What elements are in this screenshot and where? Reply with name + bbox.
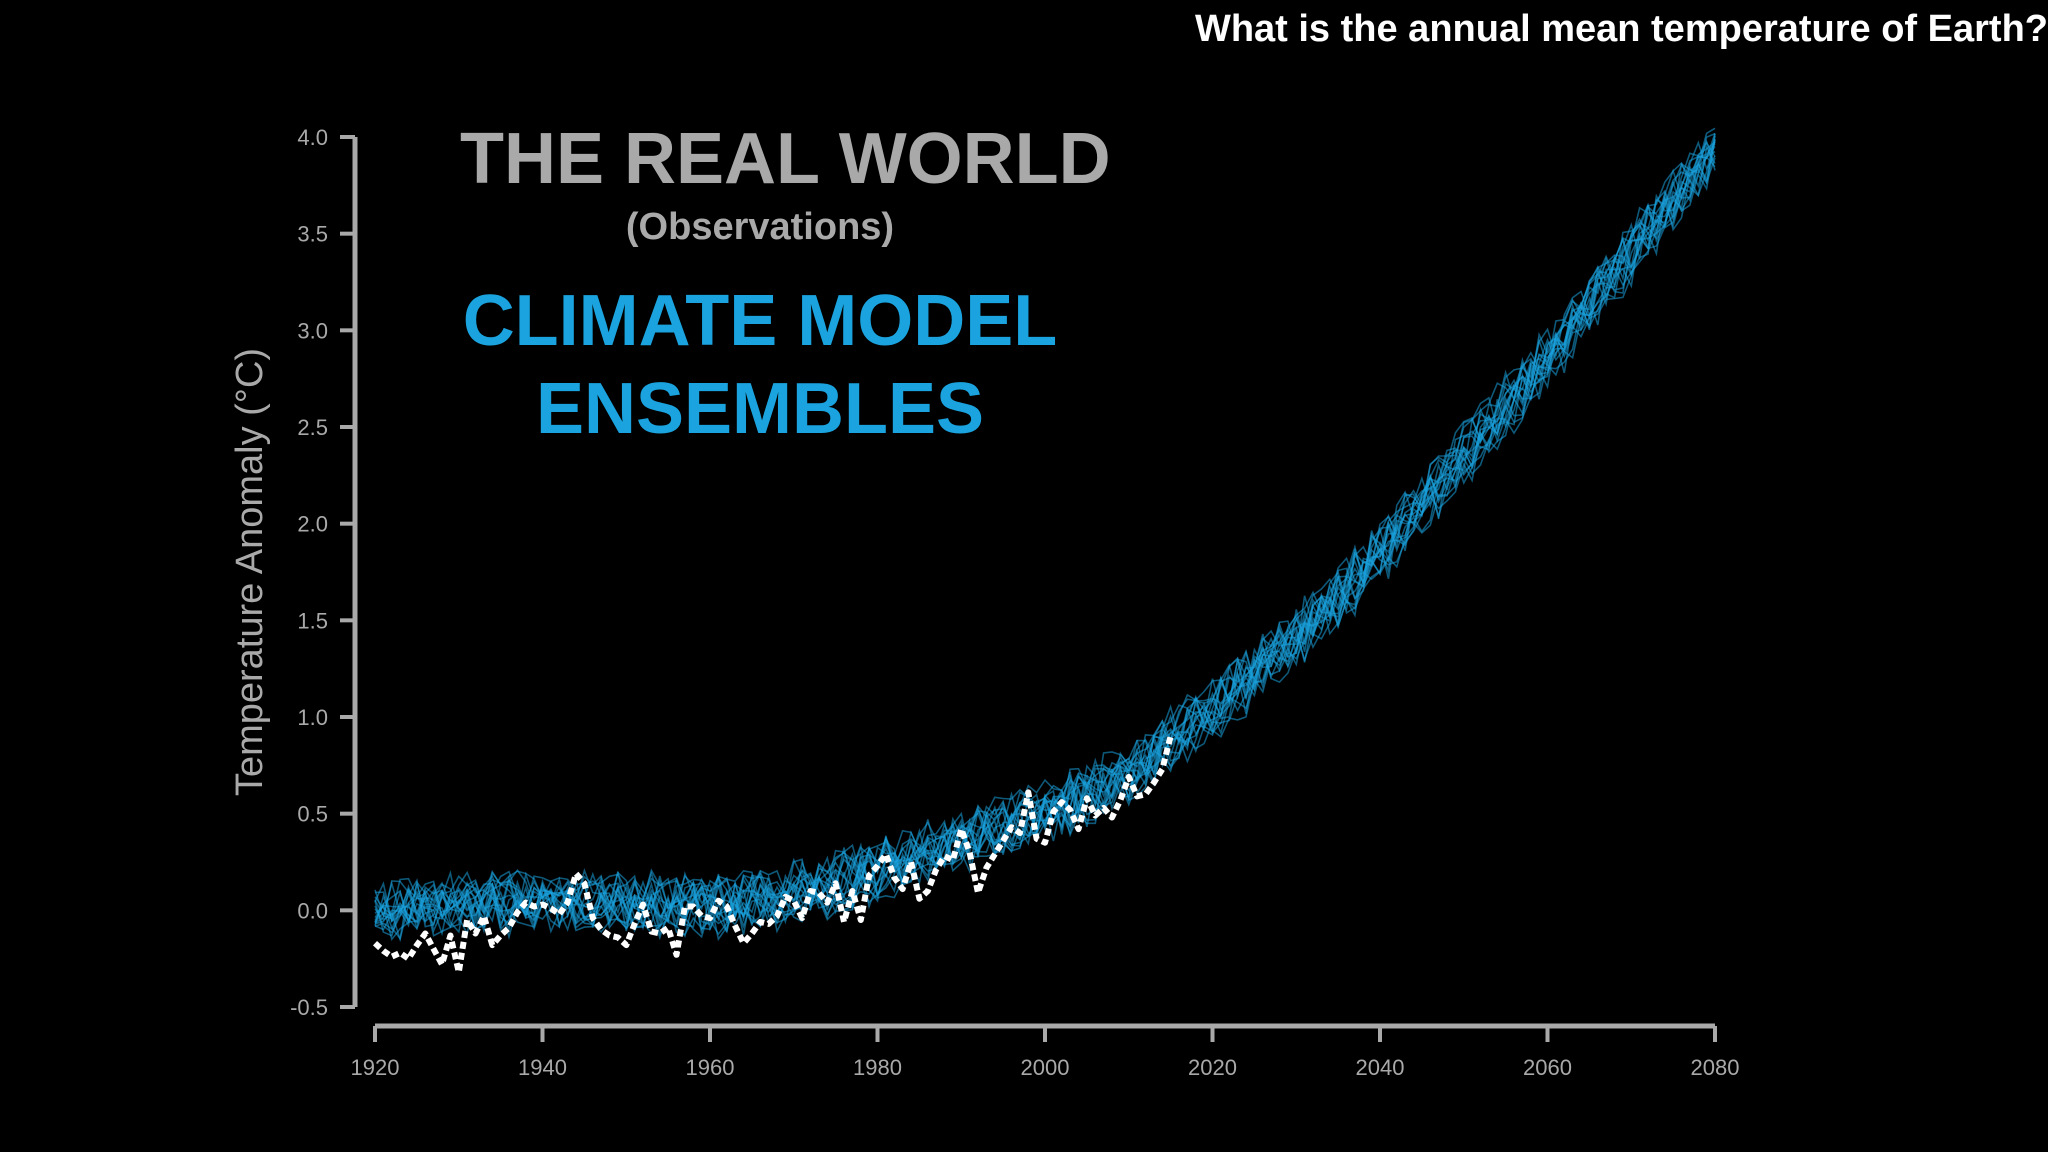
y-axis-label: Temperature Anomaly (°C) — [229, 348, 271, 796]
y-tick-label: 3.0 — [297, 318, 328, 343]
ensemble-member-line — [374, 139, 1716, 937]
y-tick-label: 2.0 — [297, 512, 328, 537]
y-tick-label: 0.0 — [297, 898, 328, 923]
x-tick-label: 2040 — [1356, 1055, 1405, 1080]
ensemble-member-line — [374, 157, 1716, 936]
x-tick-label: 2020 — [1188, 1055, 1237, 1080]
x-tick-label: 2080 — [1691, 1055, 1740, 1080]
ensemble-member-line — [374, 132, 1716, 929]
ensemble-member-line — [374, 133, 1716, 941]
observations-series — [372, 735, 1174, 976]
x-tick-label: 1920 — [351, 1055, 400, 1080]
y-tick-label: -0.5 — [290, 995, 328, 1020]
y-tick-label: 3.5 — [297, 222, 328, 247]
model-title-line1: CLIMATE MODEL — [462, 281, 1058, 361]
observations-line — [372, 735, 1174, 976]
x-tick-label: 2060 — [1523, 1055, 1572, 1080]
real-world-title: THE REAL WORLD — [460, 119, 1111, 199]
y-tick-label: 4.0 — [297, 125, 328, 150]
ensemble-member-line — [374, 141, 1716, 923]
ensemble-member-line — [374, 144, 1716, 934]
real-world-subtitle: (Observations) — [625, 206, 895, 248]
x-tick-label: 2000 — [1021, 1055, 1070, 1080]
ensemble-member-line — [374, 139, 1716, 938]
x-tick-label: 1940 — [518, 1055, 567, 1080]
x-tick-label: 1960 — [686, 1055, 735, 1080]
ensemble-series — [374, 127, 1716, 943]
x-tick-label: 1980 — [853, 1055, 902, 1080]
y-tick-label: 0.5 — [297, 802, 328, 827]
y-tick-label: 1.5 — [297, 608, 328, 633]
axes: -0.5 0.0 0.5 1.0 1.5 2.0 2.5 3.0 3.5 4.0 Temperatu… — [229, 125, 1739, 1080]
y-tick-label: 1.0 — [297, 705, 328, 730]
y-tick-label: 2.5 — [297, 415, 328, 440]
ensemble-member-line — [374, 140, 1716, 928]
question-heading: What is the annual mean temperature of E… — [1194, 8, 2048, 50]
model-title-line2: ENSEMBLES — [535, 369, 985, 449]
